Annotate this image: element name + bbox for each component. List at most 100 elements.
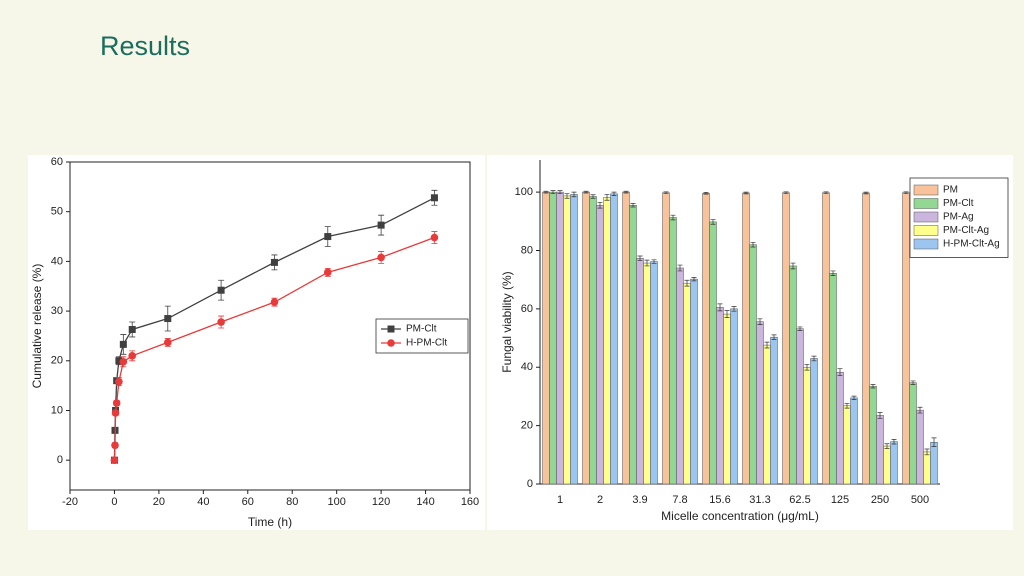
y-tick-label: 60 xyxy=(51,156,63,168)
error-bar xyxy=(623,190,629,194)
point xyxy=(324,233,332,241)
slide-title: Results xyxy=(100,31,190,61)
bar xyxy=(789,265,797,485)
error-bar xyxy=(663,191,669,194)
y-tick-label: 20 xyxy=(51,355,63,367)
bar xyxy=(683,282,691,485)
bar xyxy=(822,192,830,485)
point xyxy=(217,318,225,326)
y-tick-label: 10 xyxy=(51,404,63,416)
error-bar xyxy=(783,191,789,194)
bar xyxy=(742,192,750,485)
error-bar xyxy=(651,259,657,264)
legend-label: PM-Clt xyxy=(406,324,437,335)
error-bar xyxy=(910,380,916,385)
error-bar xyxy=(604,194,610,201)
point xyxy=(323,268,332,277)
bar xyxy=(709,221,717,485)
error-bar xyxy=(557,190,563,194)
bar xyxy=(883,445,891,485)
y-tick-label: 80 xyxy=(521,244,533,256)
error-bar xyxy=(771,334,777,340)
error-bar xyxy=(863,191,869,195)
error-bar xyxy=(571,191,577,198)
error-bar xyxy=(724,310,730,318)
bar xyxy=(676,267,684,485)
x-tick-label: 31.3 xyxy=(749,494,770,506)
x-tick-label: 20 xyxy=(153,496,165,508)
error-bar xyxy=(630,203,636,208)
bar xyxy=(596,204,604,485)
point xyxy=(111,441,119,450)
x-tick-label: 140 xyxy=(416,496,434,508)
error-bar xyxy=(811,355,817,362)
bar xyxy=(796,328,804,485)
bar xyxy=(716,307,724,485)
error-bar xyxy=(823,191,829,194)
x-tick-label: 120 xyxy=(372,496,390,508)
point xyxy=(115,357,123,365)
point xyxy=(270,298,279,306)
error-bar xyxy=(924,448,930,456)
y-axis-label: Fungal viability (%) xyxy=(500,271,514,372)
x-tick-label: 500 xyxy=(911,494,929,506)
error-bar xyxy=(677,264,683,272)
plot-frame xyxy=(69,161,471,491)
y-tick-label: 60 xyxy=(521,303,533,315)
bar xyxy=(782,192,790,485)
y-axis-label: Cumulative release (%) xyxy=(30,264,44,389)
error-bar xyxy=(903,191,909,194)
bar xyxy=(589,196,597,485)
error-bar xyxy=(543,190,549,194)
bar xyxy=(582,191,590,485)
point xyxy=(217,286,225,294)
bar xyxy=(669,217,677,485)
y-tick-label: 40 xyxy=(521,361,533,373)
bar xyxy=(829,273,837,485)
point xyxy=(430,233,439,242)
y-tick-label: 0 xyxy=(57,454,63,466)
bar xyxy=(556,191,564,485)
error-bar xyxy=(550,190,556,194)
x-tick-label: -20 xyxy=(62,496,78,508)
bar xyxy=(770,336,778,485)
point xyxy=(270,258,278,266)
error-bar xyxy=(717,303,723,312)
point xyxy=(119,357,128,366)
x-tick-label: 160 xyxy=(461,496,479,508)
error-bar xyxy=(750,241,756,248)
bar xyxy=(836,371,844,485)
error-bar xyxy=(611,191,617,196)
error-bar xyxy=(583,190,589,194)
bar xyxy=(723,313,731,485)
bar xyxy=(610,193,618,485)
bar xyxy=(862,192,870,485)
bar xyxy=(549,191,557,485)
error-bar xyxy=(884,443,890,449)
legend-label: PM-Ag xyxy=(943,212,974,223)
x-tick-label: 3.9 xyxy=(632,494,647,506)
x-tick-label: 7.8 xyxy=(672,494,687,506)
y-tick-label: 100 xyxy=(515,186,533,198)
legend-swatch xyxy=(913,225,939,236)
bar xyxy=(909,382,917,485)
error-bar xyxy=(684,279,690,287)
legend-box xyxy=(375,318,469,354)
legend-marker xyxy=(387,325,395,333)
point xyxy=(128,325,136,333)
y-tick-label: 20 xyxy=(521,420,533,432)
x-tick-label: 80 xyxy=(286,496,298,508)
y-tick-label: 0 xyxy=(527,478,533,490)
point xyxy=(128,352,137,360)
point xyxy=(377,253,385,262)
x-tick-label: 1 xyxy=(557,494,563,506)
error-bar xyxy=(637,255,643,262)
error-bar xyxy=(597,201,603,209)
legend-label: PM-Clt xyxy=(943,198,974,209)
bar xyxy=(643,262,651,485)
bar xyxy=(563,195,571,485)
legend-label: H-PM-Clt xyxy=(406,338,447,349)
x-axis-label: Micelle concentration (μg/mL) xyxy=(661,509,819,523)
x-tick-label: 60 xyxy=(242,496,254,508)
